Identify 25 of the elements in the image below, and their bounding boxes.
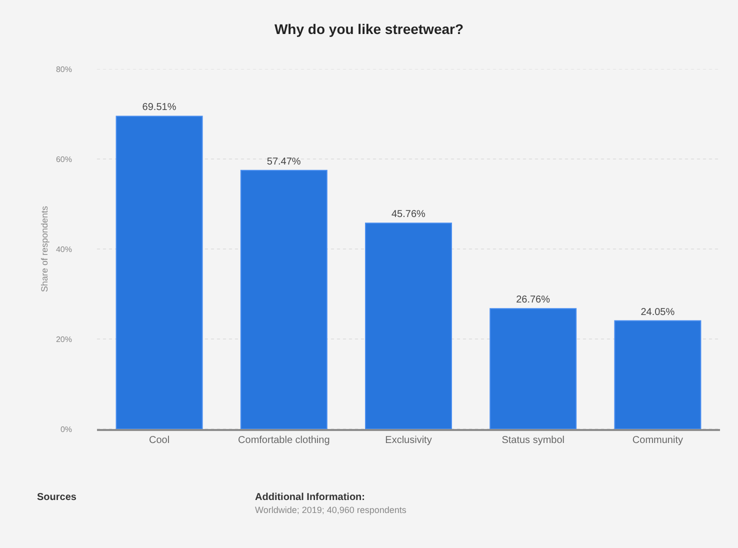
y-tick-label: 0% [60, 424, 72, 434]
text: Additional Information: [255, 492, 365, 503]
data-label: 57.47% [266, 156, 301, 168]
y-axis-title: Share of respondents [39, 205, 50, 292]
text: Sources [37, 492, 77, 503]
data-label: 24.05% [640, 306, 675, 318]
x-tick-label: Cool [149, 435, 170, 446]
bar [614, 320, 702, 429]
y-tick-label: 20% [56, 334, 72, 344]
text: Worldwide; 2019; 40,960 respondents [255, 505, 407, 515]
y-tick-label: 40% [56, 244, 72, 254]
x-tick-label: Comfortable clothing [238, 435, 330, 446]
bar [365, 222, 452, 429]
data-label: 26.76% [516, 294, 550, 306]
bar [240, 170, 328, 429]
chart-title: Why do you like streetwear? [274, 20, 464, 37]
x-tick-label: Status symbol [502, 435, 565, 446]
bar [490, 308, 577, 429]
x-tick-label: Community [632, 435, 683, 446]
data-label: 45.76% [391, 209, 426, 220]
x-tick-label: Exclusivity [385, 435, 432, 446]
y-tick-label: 60% [56, 154, 72, 164]
data-label: 69.51% [142, 102, 176, 114]
bar [116, 116, 203, 429]
y-tick-label: 80% [56, 64, 72, 74]
